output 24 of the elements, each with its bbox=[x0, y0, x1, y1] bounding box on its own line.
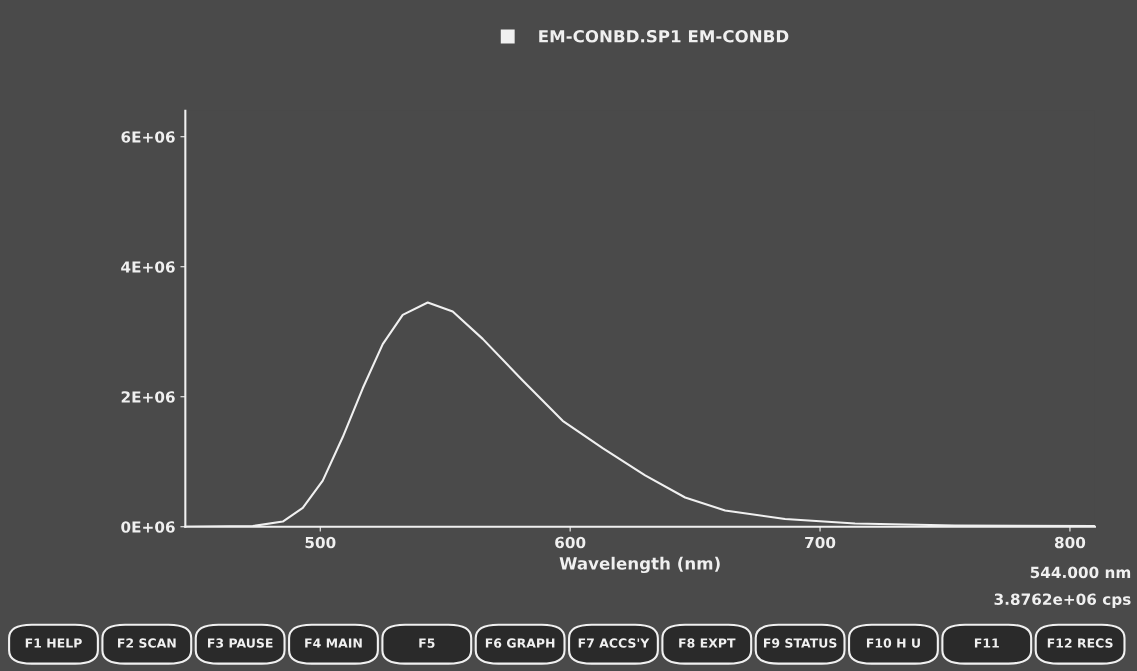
text: F1 HELP bbox=[25, 638, 82, 648]
x-axis-title: Wavelength (nm) bbox=[559, 556, 720, 574]
text: F5 bbox=[419, 638, 435, 648]
y-tick-label: 4E+06 bbox=[121, 261, 175, 273]
text: F12 RECS bbox=[1047, 638, 1113, 648]
text: F10 H U bbox=[866, 638, 920, 648]
x-tick-label: 800 bbox=[1054, 536, 1086, 549]
text: 3.8762e+06 cps bbox=[994, 593, 1131, 608]
y-tick-label: 6E+06 bbox=[121, 131, 175, 143]
x-tick-label: 700 bbox=[805, 536, 836, 549]
y-tick-label: 2E+06 bbox=[121, 391, 175, 403]
x-tick-label: 600 bbox=[555, 536, 586, 549]
x-tick-label: 500 bbox=[305, 536, 336, 549]
text: F3 PAUSE bbox=[208, 638, 273, 648]
text: 544.000 nm bbox=[1030, 566, 1131, 579]
text: F7 ACCS'Y bbox=[578, 638, 650, 648]
text: F4 MAIN bbox=[305, 638, 362, 648]
y-tick-label: 0E+06 bbox=[121, 521, 175, 533]
text: F11 bbox=[974, 638, 999, 648]
text: F9 STATUS bbox=[764, 638, 837, 648]
text: F2 SCAN bbox=[118, 638, 176, 648]
legend-label: EM-CONBD.SP1 EM-CONBD bbox=[539, 29, 789, 43]
text: F8 EXPT bbox=[679, 638, 736, 648]
text: F6 GRAPH bbox=[485, 638, 555, 648]
